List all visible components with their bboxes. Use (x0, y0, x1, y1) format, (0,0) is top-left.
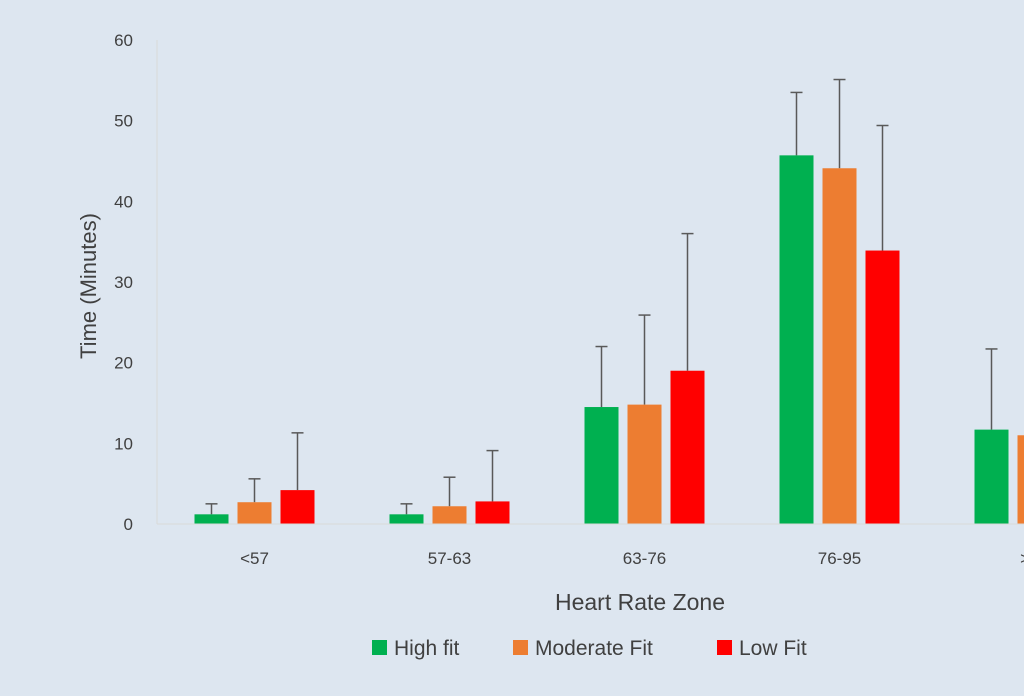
bar (476, 501, 510, 524)
bar (628, 405, 662, 524)
y-tick-label: 10 (114, 434, 133, 453)
y-tick-label: 60 (114, 31, 133, 50)
bar (433, 506, 467, 524)
y-tick-label: 50 (114, 112, 133, 131)
bar (585, 407, 619, 524)
y-tick-label: 40 (114, 192, 133, 211)
y-tick-label: 30 (114, 273, 133, 292)
bar (866, 251, 900, 524)
bar (1018, 435, 1024, 524)
x-tick-label: 63-76 (623, 549, 666, 568)
legend-swatch (513, 640, 528, 655)
x-tick-label: <57 (240, 549, 269, 568)
legend-label: High fit (394, 637, 460, 660)
bar (390, 514, 424, 524)
bar (238, 502, 272, 524)
bar (195, 514, 229, 524)
legend-label: Moderate Fit (535, 637, 653, 660)
bar (281, 490, 315, 524)
legend-label: Low Fit (739, 637, 807, 660)
bar (780, 155, 814, 524)
y-axis-title: Time (Minutes) (76, 213, 101, 359)
bar (671, 371, 705, 524)
x-tick-label: >95 (1020, 549, 1024, 568)
legend: High fit Moderate Fit Low Fit (372, 637, 807, 660)
bar (823, 168, 857, 524)
x-tick-label: 76-95 (818, 549, 861, 568)
y-tick-label: 0 (124, 515, 133, 534)
x-tick-label: 57-63 (428, 549, 471, 568)
legend-swatch (717, 640, 732, 655)
x-axis-title: Heart Rate Zone (555, 589, 725, 615)
bar (975, 430, 1009, 524)
y-tick-label: 20 (114, 354, 133, 373)
legend-swatch (372, 640, 387, 655)
